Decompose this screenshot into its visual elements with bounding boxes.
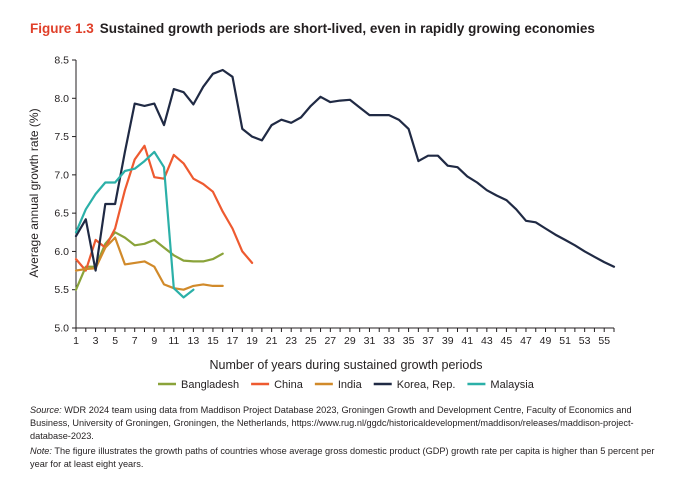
x-tick-label: 1 [73, 335, 79, 347]
x-tick-label: 55 [598, 335, 610, 347]
x-tick-label: 37 [422, 335, 434, 347]
source-label: Source: [30, 405, 62, 415]
x-tick-label: 17 [227, 335, 239, 347]
source-text: WDR 2024 team using data from Maddison P… [30, 405, 634, 441]
x-tick-label: 51 [559, 335, 571, 347]
x-tick-label: 49 [540, 335, 552, 347]
note-text: The figure illustrates the growth paths … [30, 446, 655, 469]
x-tick-label: 11 [168, 335, 179, 347]
figure-notes: Source: WDR 2024 team using data from Ma… [30, 404, 660, 473]
y-tick-label: 6.5 [54, 208, 69, 220]
y-tick-label: 8.5 [54, 55, 69, 67]
chart-legend: Bangladesh China India Korea, Rep. Malaysia [158, 379, 535, 391]
x-tick-label: 19 [246, 335, 258, 347]
chart-axes: 5.05.56.06.57.07.58.08.51 3 5 7 9 11 13 15 17 19 2… [54, 55, 615, 347]
x-tick-label: 13 [188, 335, 200, 347]
x-tick-label: 23 [285, 335, 297, 347]
x-tick-label: 25 [305, 335, 317, 347]
x-tick-label: 43 [481, 335, 493, 347]
figure-title-text: Sustained growth periods are short-lived… [99, 21, 595, 36]
x-tick-label: 9 [151, 335, 157, 347]
x-tick-label: 35 [403, 335, 415, 347]
x-tick-label: 27 [324, 335, 336, 347]
figure-title: Figure 1.3 Sustained growth periods are s… [30, 21, 595, 36]
series-line-bangladesh [74, 231, 224, 291]
series-line-malaysia [74, 150, 195, 299]
x-tick-label: 5 [112, 335, 118, 347]
note-label: Note: [30, 446, 52, 456]
legend-label: Malaysia [490, 379, 534, 391]
line-chart: 5.05.56.06.57.07.58.08.51 3 5 7 9 11 13 15 17 19 2… [27, 55, 616, 391]
legend-label: India [338, 379, 363, 391]
chart-series-layer [74, 68, 616, 299]
x-tick-label: 39 [442, 335, 454, 347]
x-tick-label: 45 [501, 335, 513, 347]
x-tick-label: 53 [579, 335, 591, 347]
x-tick-label: 47 [520, 335, 532, 347]
x-tick-label: 41 [461, 335, 473, 347]
source-note: Source: WDR 2024 team using data from Ma… [30, 404, 660, 443]
series-line-korea-rep [74, 68, 616, 272]
x-tick-label: 3 [93, 335, 99, 347]
y-tick-label: 7.5 [54, 131, 69, 143]
series-line-india [74, 236, 224, 291]
figure-number: Figure 1.3 [30, 21, 94, 36]
x-tick-label: 21 [266, 335, 278, 347]
legend-label: Bangladesh [181, 379, 239, 391]
legend-label: China [274, 379, 304, 391]
x-tick-label: 29 [344, 335, 356, 347]
y-tick-label: 7.0 [54, 169, 69, 181]
x-tick-label: 15 [207, 335, 219, 347]
y-tick-label: 6.0 [54, 246, 69, 258]
x-tick-label: 33 [383, 335, 395, 347]
x-axis-label: Number of years during sustained growth … [209, 358, 482, 372]
note: Note: The figure illustrates the growth … [30, 445, 660, 471]
x-tick-label: 7 [132, 335, 138, 347]
y-tick-label: 5.0 [54, 323, 69, 335]
y-tick-label: 5.5 [54, 284, 69, 296]
y-axis-label: Average annual growth rate (%) [27, 108, 41, 277]
x-tick-label: 31 [364, 335, 376, 347]
y-tick-label: 8.0 [54, 93, 69, 105]
legend-label: Korea, Rep. [397, 379, 456, 391]
